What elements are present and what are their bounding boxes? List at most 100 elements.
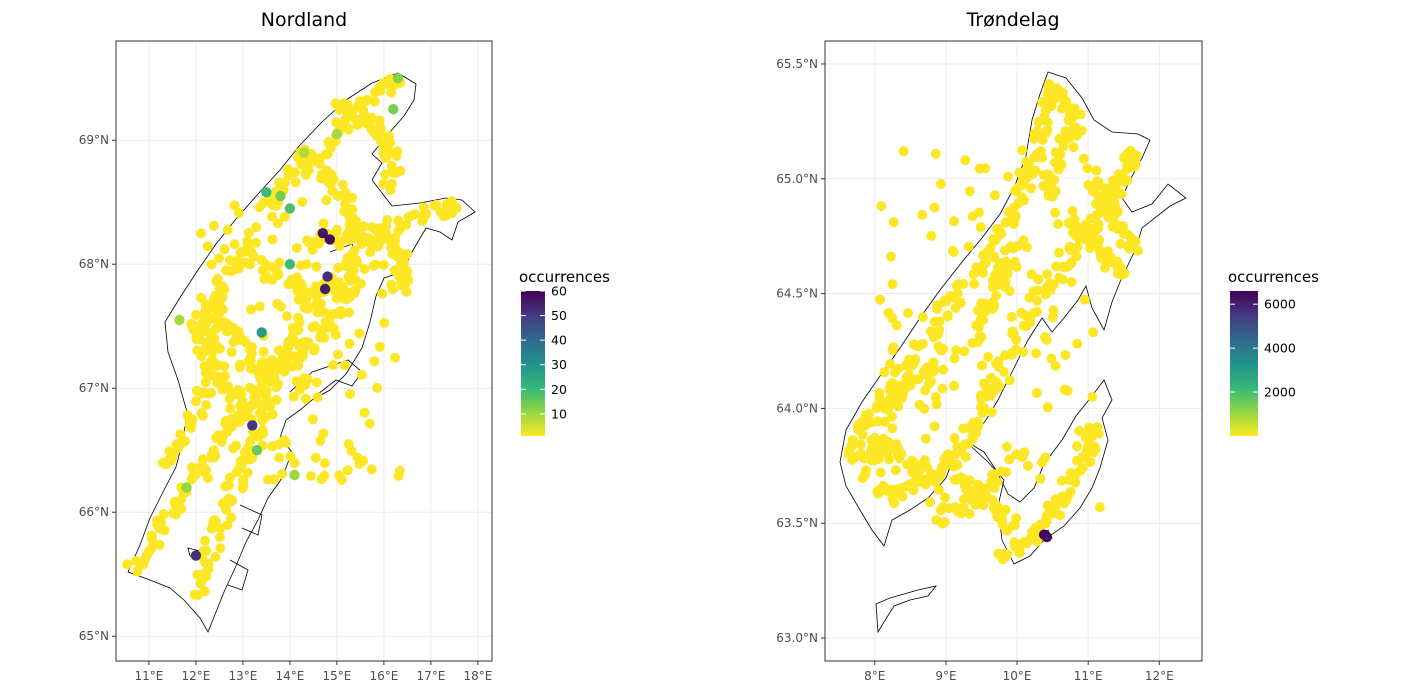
occurrence-point bbox=[1040, 332, 1050, 342]
occurrence-point bbox=[224, 472, 235, 483]
occurrence-point bbox=[195, 578, 206, 589]
occurrence-point bbox=[1018, 347, 1029, 357]
occurrence-point bbox=[1053, 157, 1064, 168]
occurrence-point bbox=[299, 373, 310, 384]
occurrence-point bbox=[885, 251, 896, 262]
occurrence-point bbox=[290, 177, 301, 188]
occurrence-point bbox=[374, 341, 385, 352]
occurrence-point bbox=[380, 152, 391, 163]
data-point bbox=[319, 283, 331, 295]
occurrence-point bbox=[960, 155, 971, 166]
occurrence-point bbox=[903, 369, 914, 380]
x-tick-label: 18°E bbox=[463, 669, 492, 683]
occurrence-point bbox=[303, 165, 314, 176]
occurrence-point bbox=[421, 208, 432, 219]
occurrence-point bbox=[267, 211, 277, 222]
occurrence-point bbox=[187, 414, 198, 425]
occurrence-point bbox=[887, 313, 898, 324]
occurrence-point bbox=[1050, 502, 1061, 513]
occurrence-point bbox=[889, 396, 900, 407]
occurrence-point bbox=[1068, 142, 1079, 153]
occurrence-point bbox=[191, 396, 201, 407]
occurrence-point bbox=[1112, 186, 1123, 197]
occurrence-point bbox=[221, 326, 232, 337]
occurrence-point bbox=[131, 555, 141, 566]
occurrence-point bbox=[241, 411, 252, 421]
occurrence-point bbox=[999, 281, 1010, 292]
occurrence-point bbox=[1067, 206, 1078, 216]
occurrence-point bbox=[1009, 202, 1019, 213]
occurrence-point bbox=[205, 336, 216, 347]
occurrence-point bbox=[235, 456, 246, 467]
occurrence-point bbox=[928, 328, 939, 339]
occurrence-point bbox=[143, 547, 154, 558]
occurrence-point bbox=[974, 163, 985, 174]
x-tick-label: 14°E bbox=[275, 669, 304, 683]
occurrence-point bbox=[1132, 245, 1143, 256]
occurrence-point bbox=[929, 202, 940, 213]
occurrence-point bbox=[372, 382, 383, 393]
occurrence-point bbox=[983, 352, 994, 362]
occurrence-point bbox=[362, 94, 373, 105]
occurrence-point bbox=[312, 392, 323, 403]
occurrence-point bbox=[969, 278, 980, 289]
occurrence-point bbox=[404, 211, 415, 222]
occurrence-point bbox=[1042, 88, 1053, 99]
occurrence-point bbox=[951, 345, 961, 356]
y-tick-label: 65.0°N bbox=[776, 172, 818, 186]
occurrence-point bbox=[1063, 115, 1074, 126]
occurrence-point bbox=[1045, 278, 1056, 289]
occurrence-point bbox=[935, 179, 946, 189]
occurrence-point bbox=[217, 281, 228, 292]
occurrence-point bbox=[963, 422, 974, 433]
occurrence-point bbox=[1009, 537, 1020, 548]
occurrence-point bbox=[274, 452, 285, 463]
occurrence-point bbox=[274, 257, 285, 268]
occurrence-point bbox=[220, 481, 231, 492]
occurrence-point bbox=[1033, 285, 1043, 296]
occurrence-point bbox=[1058, 141, 1069, 152]
occurrence-point bbox=[1107, 175, 1118, 186]
occurrence-point bbox=[308, 236, 319, 247]
occurrence-point bbox=[358, 455, 369, 466]
points-layer bbox=[843, 78, 1143, 565]
occurrence-point bbox=[353, 232, 364, 243]
occurrence-point bbox=[323, 315, 334, 326]
occurrence-point bbox=[401, 219, 412, 230]
occurrence-point bbox=[373, 232, 384, 242]
occurrence-point bbox=[272, 357, 283, 368]
occurrence-point bbox=[301, 294, 311, 305]
occurrence-point bbox=[365, 247, 376, 257]
occurrence-point bbox=[191, 309, 202, 320]
occurrence-point bbox=[354, 96, 365, 107]
occurrence-point bbox=[978, 314, 989, 325]
occurrence-point bbox=[993, 361, 1004, 372]
occurrence-point bbox=[273, 379, 284, 390]
data-point bbox=[331, 128, 343, 140]
occurrence-point bbox=[948, 247, 959, 257]
occurrence-point bbox=[231, 440, 242, 451]
occurrence-point bbox=[920, 385, 931, 396]
coast-detail bbox=[187, 243, 363, 591]
occurrence-point bbox=[154, 539, 165, 550]
data-point bbox=[289, 469, 300, 481]
occurrence-point bbox=[889, 443, 900, 454]
occurrence-point bbox=[892, 363, 903, 374]
occurrence-point bbox=[903, 308, 913, 318]
legend-title: occurrences bbox=[1228, 268, 1319, 286]
occurrence-point bbox=[307, 288, 318, 299]
occurrence-point bbox=[271, 200, 282, 211]
occurrence-point bbox=[949, 353, 960, 364]
occurrence-point bbox=[333, 349, 343, 360]
colorbar-label: 30 bbox=[551, 357, 567, 372]
occurrence-point bbox=[919, 455, 930, 466]
occurrence-point bbox=[985, 242, 996, 253]
occurrence-point bbox=[321, 195, 332, 206]
occurrence-point bbox=[973, 417, 983, 427]
occurrence-point bbox=[855, 448, 866, 459]
occurrence-point bbox=[189, 589, 200, 600]
y-tick-label: 63.0°N bbox=[776, 631, 818, 645]
colorbar-labels: 10 20 30 40 50 60 bbox=[521, 284, 567, 421]
occurrence-point bbox=[1085, 237, 1096, 247]
occurrence-point bbox=[1071, 130, 1082, 141]
